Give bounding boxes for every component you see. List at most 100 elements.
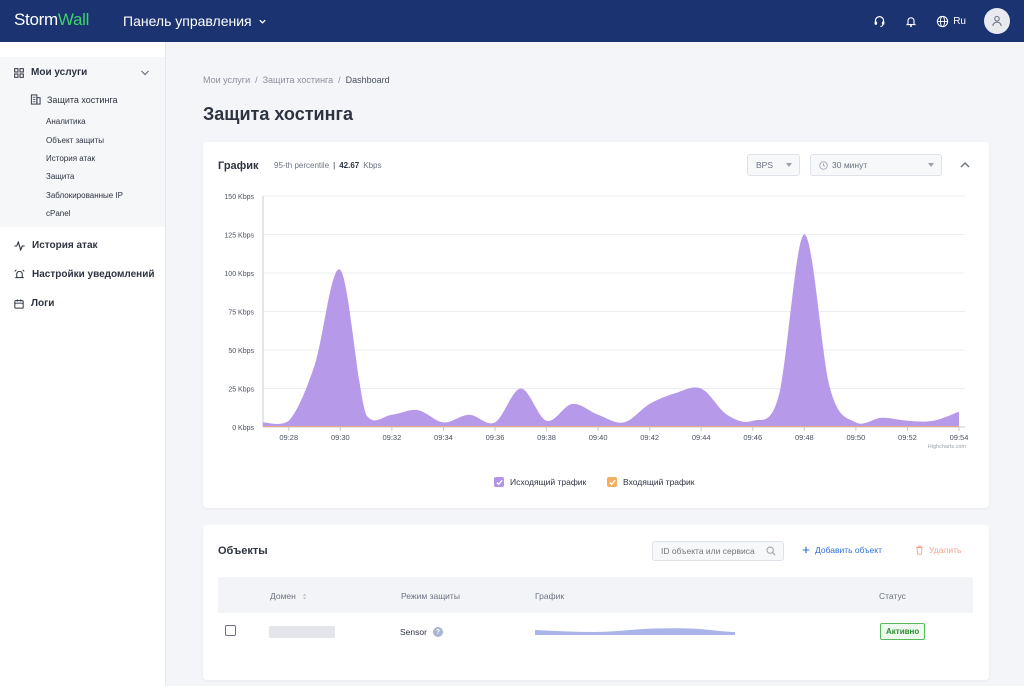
services-group xyxy=(0,57,165,227)
chevron-up-icon[interactable] xyxy=(958,158,972,172)
plus-icon xyxy=(802,546,810,554)
x-tick-label: 09:30 xyxy=(331,433,350,442)
sidebar-item-notification-settings[interactable]: Настройки уведомлений xyxy=(14,269,155,280)
legend-outgoing[interactable]: Исходящий трафик xyxy=(494,477,586,487)
percentile-info: 95-th percentile | 42.67 Kbps xyxy=(274,161,382,170)
help-icon[interactable]: ? xyxy=(432,627,443,637)
breadcrumb: Мои услуги / Защита хостинга / Dashboard xyxy=(203,75,390,85)
column-domain[interactable]: Домен xyxy=(270,591,307,601)
row-checkbox[interactable] xyxy=(225,625,236,636)
column-label: Домен xyxy=(270,591,296,601)
support-headset-icon[interactable] xyxy=(872,14,886,28)
column-graph: График xyxy=(535,591,565,601)
building-icon xyxy=(30,94,41,105)
caret-down-icon xyxy=(786,163,792,167)
protection-mode: Sensor ? xyxy=(400,627,443,637)
control-panel-dropdown[interactable]: Панель управления xyxy=(123,13,267,29)
x-tick-label: 09:34 xyxy=(434,433,453,442)
alarm-bell-icon xyxy=(14,269,25,279)
x-tick-label: 09:44 xyxy=(692,433,711,442)
activity-icon xyxy=(14,240,25,251)
page-title: Защита хостинга xyxy=(203,104,353,124)
breadcrumb-hosting-protection[interactable]: Защита хостинга xyxy=(262,75,334,85)
y-tick-label: 125 Kbps xyxy=(224,233,254,240)
x-tick-label: 09:54 xyxy=(950,433,969,442)
legend-label: Исходящий трафик xyxy=(510,477,587,487)
breadcrumb-current: Dashboard xyxy=(345,75,390,85)
objects-card: Объекты Добавить объект Удалить Домен Ре… xyxy=(203,525,989,680)
notifications-bell-icon[interactable] xyxy=(904,14,918,28)
y-tick-label: 150 Kbps xyxy=(224,194,254,201)
search-icon[interactable] xyxy=(766,546,776,556)
x-tick-label: 09:42 xyxy=(640,433,659,442)
language-switcher[interactable]: Ru xyxy=(936,15,966,28)
checkbox-checked-icon xyxy=(607,477,617,487)
percentile-unit: Kbps xyxy=(363,161,382,170)
sidebar: Мои услуги Защита хостинга Аналитика Объ… xyxy=(0,42,166,686)
column-status: Статус xyxy=(879,591,906,601)
percentile-separator: | xyxy=(333,161,336,170)
sidebar-item-my-services[interactable]: Мои услуги xyxy=(14,67,87,78)
sidebar-item-analytics[interactable]: Аналитика xyxy=(46,117,86,126)
y-tick-label: 0 Kbps xyxy=(232,425,254,432)
traffic-sparkline xyxy=(535,628,735,635)
domain-placeholder[interactable] xyxy=(269,626,335,638)
sidebar-item-blocked-ip[interactable]: Заблокированные IP xyxy=(46,191,124,200)
add-object-label: Добавить объект xyxy=(815,545,882,555)
sidebar-item-attack-history[interactable]: История атак xyxy=(14,240,98,251)
y-tick-label: 25 Kbps xyxy=(228,387,254,394)
logo-text-storm: Storm xyxy=(14,10,58,29)
breadcrumb-separator: / xyxy=(338,75,341,85)
user-avatar[interactable] xyxy=(984,8,1010,34)
y-tick-label: 50 Kbps xyxy=(228,348,254,355)
percentile-label: 95-th percentile xyxy=(274,161,330,170)
x-tick-label: 09:50 xyxy=(846,433,865,442)
sidebar-item-label: Логи xyxy=(31,298,55,309)
checkbox-checked-icon xyxy=(494,477,504,487)
clock-icon xyxy=(819,160,828,170)
period-select[interactable]: 30 минут xyxy=(810,154,942,176)
sidebar-item-protected-object[interactable]: Объект защиты xyxy=(46,136,105,145)
stormwall-logo[interactable]: StormWall xyxy=(14,10,89,30)
chevron-down-icon[interactable] xyxy=(140,68,150,78)
series-area-incoming xyxy=(263,426,959,427)
sidebar-item-cpanel[interactable]: cPanel xyxy=(46,209,71,218)
x-tick-label: 09:46 xyxy=(743,433,762,442)
sidebar-item-protection[interactable]: Защита xyxy=(46,172,75,181)
sidebar-item-label: Настройки уведомлений xyxy=(32,269,155,280)
sidebar-item-logs[interactable]: Логи xyxy=(14,298,54,309)
delete-label: Удалить xyxy=(929,545,962,555)
column-protection-mode: Режим защиты xyxy=(401,591,460,601)
sidebar-item-label: Защита хостинга xyxy=(47,94,118,105)
x-tick-label: 09:38 xyxy=(537,433,556,442)
unit-select-value: BPS xyxy=(756,160,774,170)
x-tick-label: 09:52 xyxy=(898,433,917,442)
sort-icon xyxy=(302,593,307,599)
x-tick-label: 09:48 xyxy=(795,433,814,442)
add-object-button[interactable]: Добавить объект xyxy=(802,545,882,555)
period-select-value: 30 минут xyxy=(832,160,868,170)
delete-button[interactable]: Удалить xyxy=(915,545,961,555)
sidebar-item-attack-history-sub[interactable]: История атак xyxy=(46,154,96,163)
chevron-down-icon xyxy=(258,19,266,24)
traffic-area-chart: 0 Kbps 25 Kbps 50 Kbps 75 Kbps 100 Kbps 125 K… xyxy=(224,194,969,450)
top-bar: StormWall Панель управления Ru xyxy=(0,0,1024,42)
object-search-input[interactable] xyxy=(652,541,784,561)
x-tick-label: 09:32 xyxy=(382,433,401,442)
chart-card-title: График xyxy=(218,160,259,172)
traffic-chart-card: График 95-th percentile | 42.67 Kbps BPS… xyxy=(203,142,989,508)
sidebar-item-hosting-protection[interactable]: Защита хостинга xyxy=(30,94,118,105)
language-label: Ru xyxy=(953,15,966,27)
breadcrumb-my-services[interactable]: Мои услуги xyxy=(203,75,251,85)
objects-title: Объекты xyxy=(218,545,268,557)
status-badge: Активно xyxy=(880,623,926,640)
x-tick-label: 09:40 xyxy=(589,433,608,442)
series-area-outgoing xyxy=(263,234,959,427)
sidebar-item-label: История атак xyxy=(32,240,98,251)
legend-incoming[interactable]: Входящий трафик xyxy=(607,477,695,487)
unit-select[interactable]: BPS xyxy=(747,154,800,176)
highcharts-credit[interactable]: Highcharts.com xyxy=(928,444,967,450)
sidebar-item-label: Мои услуги xyxy=(31,67,88,78)
objects-table-header: Домен Режим защиты График Статус xyxy=(218,577,973,613)
legend-label: Входящий трафик xyxy=(623,477,695,487)
